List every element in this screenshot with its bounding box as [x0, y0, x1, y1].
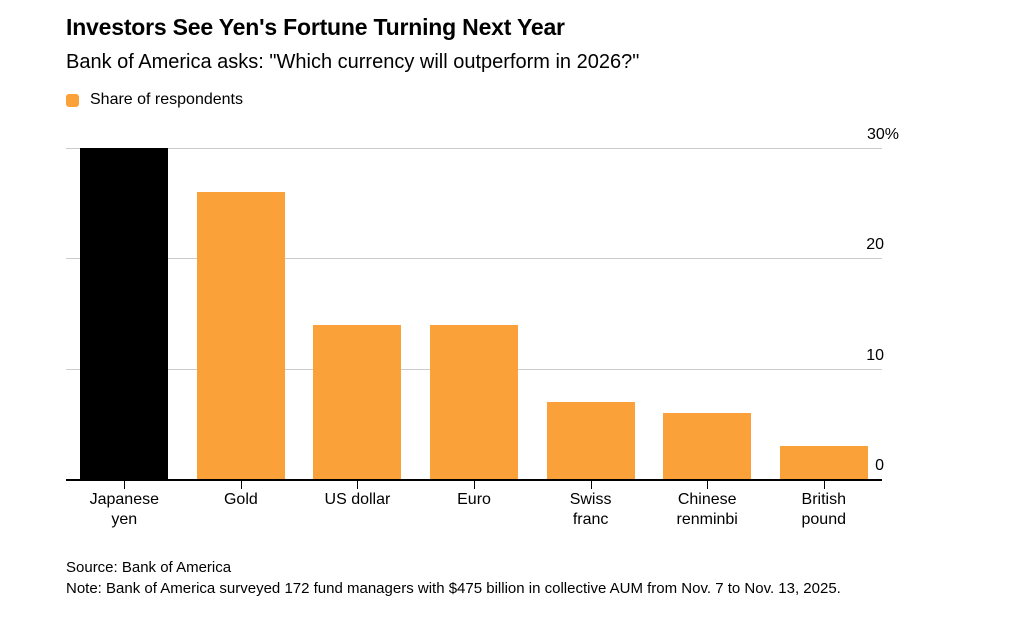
gridline-30	[66, 148, 882, 149]
source-text: Source: Bank of America	[66, 559, 232, 576]
x-axis-label-gold: Gold	[183, 490, 300, 530]
gridline-20	[66, 258, 882, 260]
x-axis-label-line: yen	[111, 511, 138, 528]
chart-page: Investors See Yen's Fortune Turning Next…	[66, 14, 1018, 599]
x-axis-label-line: franc	[572, 511, 609, 528]
x-axis-label-chinese-renminbi: Chinese renminbi	[649, 490, 766, 530]
chart-title: Investors See Yen's Fortune Turning Next…	[66, 14, 565, 40]
legend-label: Share of respondents	[90, 91, 243, 108]
legend: Share of respondents	[66, 91, 1018, 109]
x-axis-label-japanese-yen: Japanese yen	[66, 490, 183, 530]
legend-swatch-icon	[66, 93, 79, 107]
x-axis-tick-gold	[240, 481, 242, 489]
bar-us-dollar	[313, 324, 402, 479]
chart-footer: Source: Bank of America Note: Bank of Am…	[66, 557, 911, 599]
y-axis-tick-label-20: 20	[866, 236, 884, 254]
x-axis-tick-us-dollar	[357, 481, 359, 489]
bar-swiss-franc	[546, 401, 635, 479]
y-axis-tick-label-30: 30%	[866, 126, 899, 143]
x-axis-labels: Japanese yen Gold US dollar Euro Swiss franc Ch…	[66, 490, 882, 530]
x-axis-label-euro: Euro	[416, 490, 533, 530]
bar-euro	[430, 324, 518, 479]
bar-chart: 0 10 20 30% Japanese yen Gold US dollar Euro Swi…	[66, 126, 899, 530]
x-axis-label-line: pound	[801, 511, 847, 528]
x-axis-label-swiss-franc: Swiss franc	[532, 490, 649, 530]
x-axis-label-us-dollar: US dollar	[299, 490, 416, 530]
x-axis-label-line: Swiss	[569, 491, 612, 508]
bar-japanese-yen	[80, 148, 169, 479]
x-axis-tick-euro	[474, 481, 475, 489]
x-axis-label-line: Chinese	[677, 491, 737, 508]
x-axis-label-line: renminbi	[676, 511, 738, 528]
y-axis-tick-label-0: 0	[875, 457, 884, 474]
x-axis-label-line: British	[801, 491, 846, 508]
bar-british-pound	[779, 445, 868, 479]
bar-chinese-renminbi	[663, 412, 752, 479]
bar-gold	[196, 192, 285, 479]
x-axis-tick-british-pound	[823, 481, 825, 489]
x-axis-label-line: Gold	[223, 491, 258, 508]
x-axis-label-line: US dollar	[324, 491, 391, 508]
x-axis-label-line: Japanese	[89, 491, 159, 508]
x-axis-label-line: Euro	[457, 491, 491, 508]
x-axis-tick-swiss-franc	[590, 481, 592, 489]
x-axis-tick-chinese-renminbi	[707, 481, 709, 489]
note-text: Note: Bank of America surveyed 172 fund …	[66, 580, 841, 597]
chart-subtitle: Bank of America asks: "Which currency wi…	[66, 51, 640, 73]
x-axis-tick-japanese-yen	[124, 481, 126, 489]
x-axis-label-british-pound: British pound	[765, 490, 882, 530]
plot-area: 0 10 20 30%	[66, 126, 899, 489]
y-axis-tick-label-10: 10	[866, 346, 884, 364]
